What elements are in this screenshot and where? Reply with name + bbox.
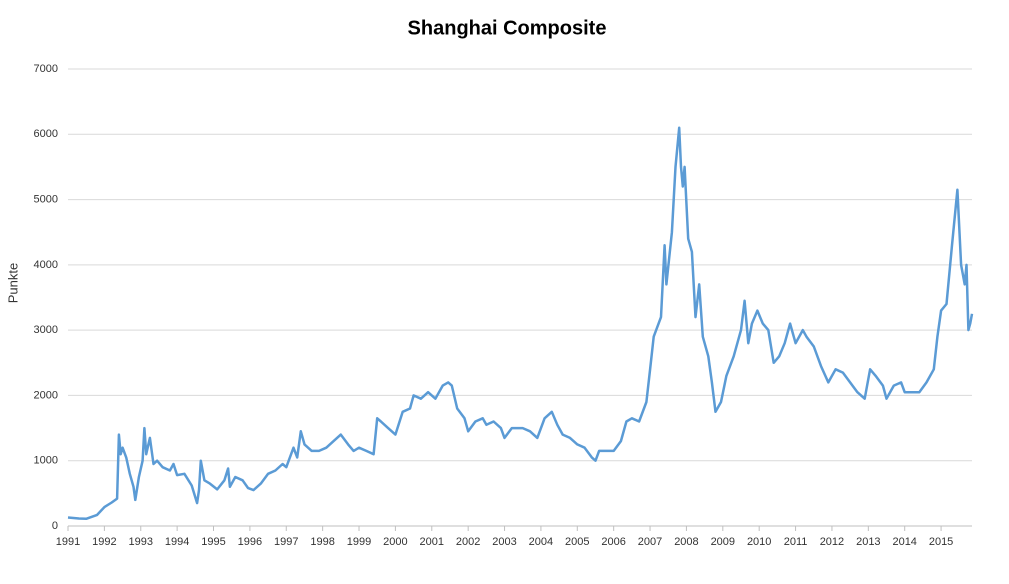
x-tick-label: 2005 — [565, 536, 589, 548]
y-tick-label: 0 — [52, 520, 58, 532]
x-tick-label: 2010 — [747, 536, 771, 548]
x-tick-label: 1994 — [165, 536, 189, 548]
x-tick-label: 2012 — [820, 536, 844, 548]
x-tick-label: 1995 — [201, 536, 225, 548]
x-tick-label: 2003 — [492, 536, 516, 548]
x-tick-label: 2004 — [529, 536, 553, 548]
y-tick-label: 4000 — [34, 259, 58, 271]
data-line — [67, 126, 974, 521]
x-tick-label: 2013 — [856, 536, 880, 548]
x-tick-label: 1992 — [92, 536, 116, 548]
y-tick-label: 5000 — [34, 193, 58, 205]
x-tick-label: 1993 — [129, 536, 153, 548]
x-tick-label: 1998 — [310, 536, 334, 548]
y-tick-label: 2000 — [34, 389, 58, 401]
y-tick-label: 6000 — [34, 128, 58, 140]
y-tick-label: 1000 — [34, 455, 58, 467]
x-tick-label: 2009 — [711, 536, 735, 548]
x-tick-label: 2007 — [638, 536, 662, 548]
x-tick-label: 1996 — [238, 536, 262, 548]
x-tick-label: 1999 — [347, 536, 371, 548]
x-tick-label: 2002 — [456, 536, 480, 548]
y-tick-label: 3000 — [34, 324, 58, 336]
x-tick-label: 2001 — [420, 536, 444, 548]
chart-title: Shanghai Composite — [408, 17, 607, 39]
x-tick-label: 2000 — [383, 536, 407, 548]
x-tick-label: 2006 — [601, 536, 625, 548]
x-tick-label: 1997 — [274, 536, 298, 548]
x-tick-label: 2015 — [929, 536, 953, 548]
x-tick-label: 2011 — [784, 536, 808, 548]
x-tick-label: 2014 — [892, 536, 916, 548]
y-tick-label: 7000 — [34, 63, 58, 75]
x-tick-label: 2008 — [674, 536, 698, 548]
x-tick-label: 1991 — [56, 536, 80, 548]
y-axis-label: Punkte — [5, 263, 20, 303]
